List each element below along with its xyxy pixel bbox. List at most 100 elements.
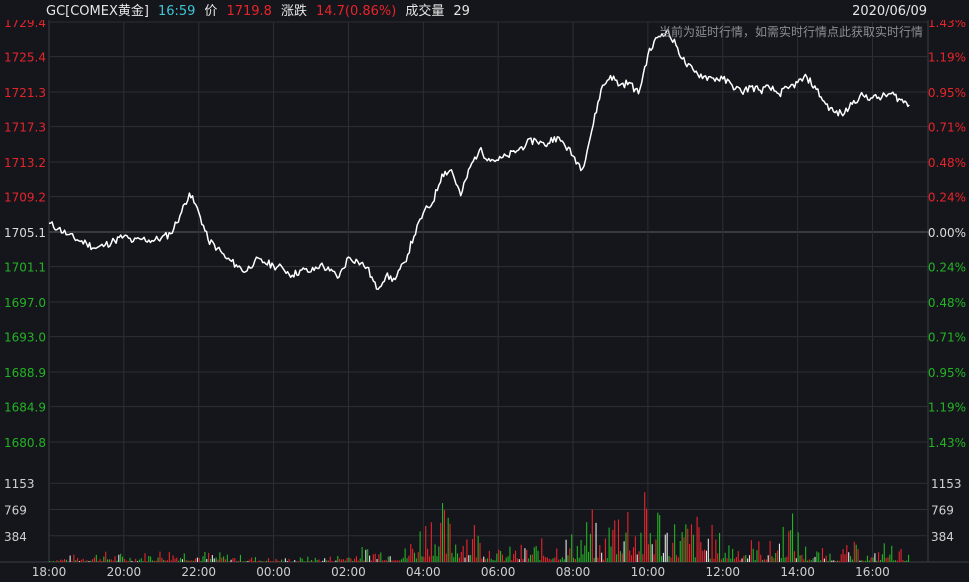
volume-bar (771, 556, 772, 562)
realtime-quote-link[interactable]: 当前为延时行情，如需实时行情点此获取实时行情 (659, 24, 923, 39)
volume-bar (481, 559, 482, 562)
volume-bar (255, 557, 256, 562)
price-tick-label: 1717.3 (4, 121, 46, 135)
price-tick-label: 1725.4 (4, 51, 46, 65)
volume-bar (770, 541, 771, 562)
volume-bar (161, 558, 162, 562)
volume-bar (219, 552, 220, 562)
volume-bar (150, 556, 151, 562)
volume-bar (813, 558, 814, 562)
volume-bar (811, 560, 812, 562)
volume-bar (399, 560, 400, 562)
volume-bar (743, 556, 744, 562)
volume-bar (796, 558, 797, 562)
volume-bar (496, 554, 497, 562)
volume-bar (195, 559, 196, 562)
volume-bar (814, 557, 815, 562)
volume-bar (311, 560, 312, 562)
volume-bar (534, 547, 535, 562)
volume-bar (421, 556, 422, 562)
volume-bar (807, 561, 808, 562)
volume-bar (627, 512, 628, 562)
volume-bar (526, 550, 527, 562)
volume-bar (100, 559, 101, 562)
volume-bar (463, 546, 464, 562)
volume-bar (695, 557, 696, 562)
volume-bar (122, 557, 123, 562)
volume-bar (532, 555, 533, 562)
volume-bar (547, 557, 548, 562)
volume-bar (852, 560, 853, 562)
volume-bar (377, 559, 378, 562)
volume-bar (575, 559, 576, 562)
volume-bar (543, 556, 544, 562)
volume-bar (126, 561, 127, 562)
volume-bar (826, 556, 827, 562)
volume-bar (515, 551, 516, 562)
volume-bar (758, 541, 759, 562)
volume-bar (777, 551, 778, 562)
volume-bar (242, 561, 243, 562)
volume-bar (191, 560, 192, 562)
volume-bar (330, 557, 331, 562)
volume-bar (839, 561, 840, 562)
volume-bar (889, 555, 890, 562)
volume-bar (204, 552, 205, 562)
volume-bar (148, 556, 149, 562)
volume-bar (668, 556, 669, 562)
volume-bar (412, 549, 413, 562)
volume-bar (794, 551, 795, 562)
volume-bar (341, 559, 342, 562)
volume-bar (856, 545, 857, 562)
volume-tick-label: 769 (4, 503, 27, 517)
volume-bar (324, 558, 325, 562)
volume-bar (304, 561, 305, 562)
volume-bar (232, 558, 233, 562)
symbol-label: GC[COMEX黄金] (46, 3, 149, 19)
volume-tick-label: 1153 (4, 477, 35, 491)
volume-bar (401, 559, 402, 562)
time-tick-label: 10:00 (631, 565, 666, 578)
volume-bar (880, 560, 881, 562)
volume-bar (850, 556, 851, 562)
volume-bar (498, 550, 499, 562)
volume-bar (687, 529, 688, 562)
volume-bar (831, 561, 832, 562)
volume-bar (451, 553, 452, 562)
volume-bar (508, 556, 509, 562)
volume-bar (468, 555, 469, 562)
volume-bar (410, 544, 411, 562)
volume-bar (897, 561, 898, 562)
time-tick-label: 20:00 (107, 565, 142, 578)
volume-bar (455, 545, 456, 562)
volume-bar (94, 557, 95, 562)
volume-bar (899, 551, 900, 562)
volume-bar (741, 558, 742, 562)
volume-bar (124, 559, 125, 562)
volume-bar (315, 558, 316, 562)
volume-bar (354, 559, 355, 562)
volume-bar (504, 561, 505, 562)
volume-bar (801, 555, 802, 562)
volume-bar (227, 555, 228, 562)
volume-bar (594, 558, 595, 562)
volume-bar (105, 552, 106, 562)
volume-bar (459, 558, 460, 562)
volume-bar (755, 560, 756, 562)
volume-bar (333, 561, 334, 562)
volume-bar (556, 548, 557, 562)
volume-bar (809, 559, 810, 562)
volume-bar (517, 558, 518, 562)
percent-tick-label: 0.48% (928, 296, 966, 310)
volume-bar (652, 544, 653, 562)
volume-bar (113, 561, 114, 562)
volume-bar (612, 530, 613, 562)
volume-bar (313, 561, 314, 562)
price-label: 价 (204, 4, 217, 19)
volume-bar (201, 561, 202, 562)
volume-bar (174, 559, 175, 562)
volume-bar (874, 553, 875, 562)
volume-tick-label-right: 769 (931, 503, 954, 517)
volume-bar (670, 557, 671, 562)
